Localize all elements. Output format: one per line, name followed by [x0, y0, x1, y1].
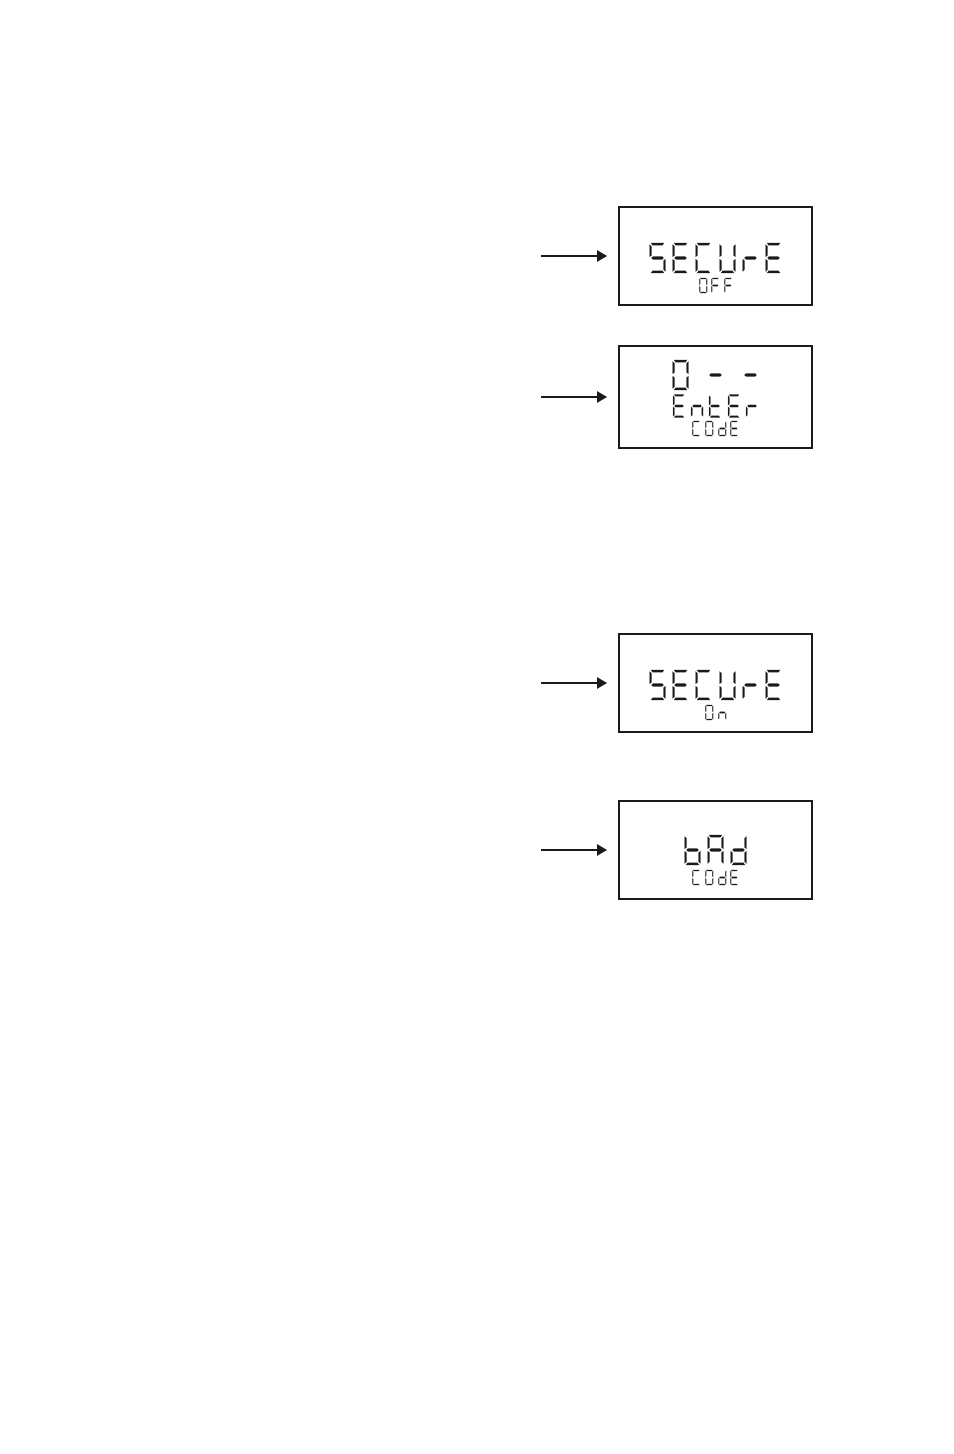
- lcd-box-secure-on: [618, 633, 813, 733]
- lcd-line-1: [682, 833, 749, 867]
- lcd-line-1: [647, 241, 783, 275]
- arrow-icon: [541, 849, 606, 851]
- lcd-line-1: [670, 358, 762, 392]
- arrow-icon: [541, 682, 606, 684]
- arrow-icon: [541, 396, 606, 398]
- lcd-box-secure-off: [618, 206, 813, 306]
- lcd-line-2: [691, 869, 739, 886]
- lcd-line-1: [647, 668, 783, 702]
- display-secure-off: [541, 206, 813, 306]
- display-secure-on: [541, 633, 813, 733]
- arrow-icon: [541, 255, 606, 257]
- display-enter-code: [541, 345, 813, 449]
- lcd-box-bad-code: [618, 800, 813, 900]
- lcd-line-2: [698, 277, 734, 294]
- lcd-line-2: [671, 393, 760, 419]
- lcd-line-3: [691, 420, 739, 437]
- lcd-box-enter-code: [618, 345, 813, 449]
- lcd-line-2: [704, 704, 727, 721]
- display-bad-code: [541, 800, 813, 900]
